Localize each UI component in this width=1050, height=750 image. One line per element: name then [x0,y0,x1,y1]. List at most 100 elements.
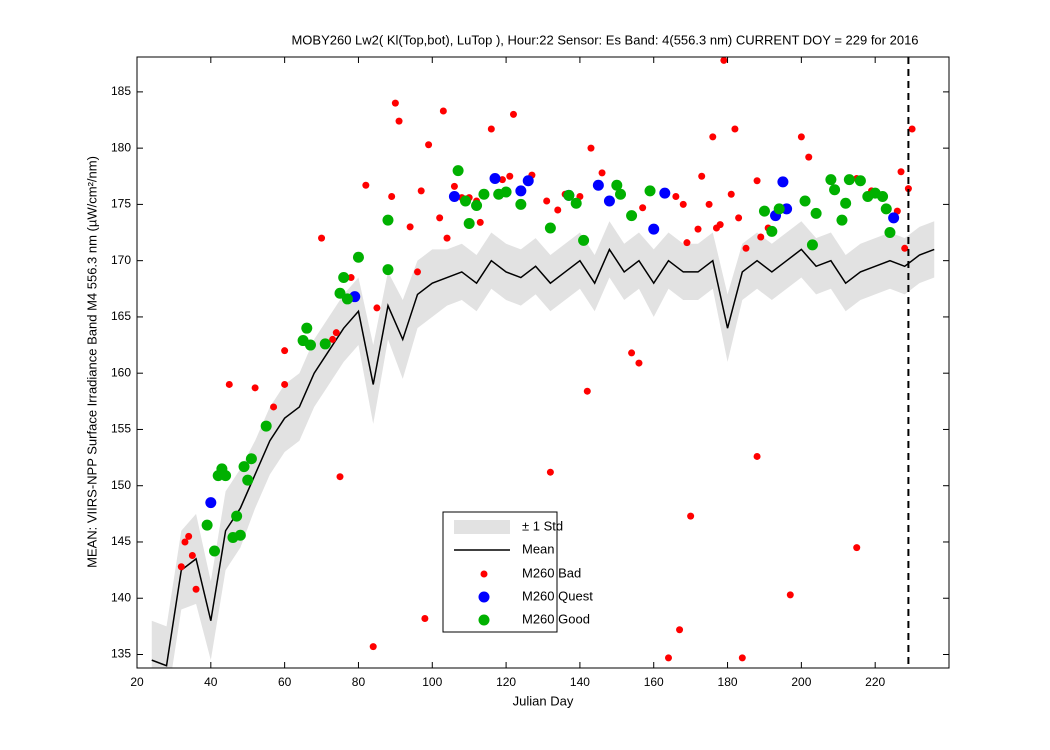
y-axis-label: MEAN: VIIRS-NPP Surface Irradiance Band … [84,156,99,568]
x-tick-label: 100 [422,675,442,689]
data-point [270,403,278,411]
data-point [388,193,396,201]
data-point [698,172,706,180]
data-point [587,144,595,152]
data-point [786,591,794,599]
legend-swatch [454,520,510,534]
data-point [352,251,364,263]
data-point [225,380,233,388]
y-tick-label: 150 [111,478,131,492]
data-point [319,338,331,350]
chart-title: MOBY260 Lw2( Kl(Top,bot), LuTop ), Hour:… [291,32,918,47]
data-point [436,214,444,222]
data-point [192,585,200,593]
y-tick-label: 170 [111,253,131,267]
data-point [417,187,425,195]
legend-swatch [480,570,488,578]
x-tick-label: 40 [204,675,218,689]
data-point [648,223,660,235]
data-point [205,497,217,509]
data-point [234,529,246,541]
y-tick-label: 140 [111,590,131,604]
data-point [705,200,713,208]
data-point [731,125,739,133]
data-point [753,177,761,185]
data-point [578,234,590,246]
data-point [805,153,813,161]
legend: ± 1 Std Mean M260 Bad M260 Quest M260 Good [442,511,593,633]
data-point [515,185,527,197]
data-point [395,117,403,125]
data-point [185,532,193,540]
data-point [644,185,656,197]
data-point [369,643,377,651]
data-point [897,168,905,176]
y-tick-label: 175 [111,197,131,211]
data-point [672,193,680,201]
legend-label: M260 Quest [522,588,593,603]
legend-swatch [478,591,490,603]
data-point [439,107,447,115]
data-point [603,195,615,207]
x-tick-label: 20 [130,675,144,689]
data-point [679,200,687,208]
data-point [281,380,289,388]
data-point [753,452,761,460]
data-point [281,347,289,355]
data-point [738,654,746,662]
data-point [554,206,562,214]
data-point [901,244,909,252]
data-point [336,473,344,481]
y-tick-label: 145 [111,534,131,548]
data-point [544,222,556,234]
data-point [260,420,272,432]
data-point [676,626,684,634]
data-point [318,234,326,242]
data-point [373,304,381,312]
data-point [888,212,900,224]
legend-label: ± 1 Std [522,518,563,533]
data-point [242,474,254,486]
data-point [904,185,912,193]
data-point [797,133,805,141]
data-point [201,519,213,531]
data-point [720,57,728,64]
data-point [220,470,232,482]
data-point [611,179,623,191]
data-point [877,191,889,203]
data-point [829,184,841,196]
data-point [332,329,340,337]
data-point [853,544,861,552]
data-point [683,239,691,247]
data-point [664,654,672,662]
data-point [362,181,370,189]
data-point [459,195,471,207]
data-point [391,99,399,107]
data-point [301,322,313,334]
data-point [414,268,422,276]
x-axis-label: Julian Day [513,693,574,708]
data-point [598,169,606,177]
data-point [836,214,848,226]
data-point [487,125,495,133]
data-point [476,218,484,226]
data-point [570,197,582,209]
data-point [843,174,855,186]
x-tick-label: 60 [278,675,292,689]
data-point [251,384,259,392]
y-tick-label: 165 [111,309,131,323]
data-point [884,227,896,239]
data-point [799,195,811,207]
data-point [735,214,743,222]
data-point [188,551,196,559]
data-point [329,335,337,343]
data-point [245,453,257,465]
data-point [543,197,551,205]
data-point [463,218,475,230]
data-point [238,461,250,473]
data-point [546,468,554,476]
x-tick-label: 160 [644,675,664,689]
x-tick-label: 220 [865,675,885,689]
data-point [509,110,517,118]
